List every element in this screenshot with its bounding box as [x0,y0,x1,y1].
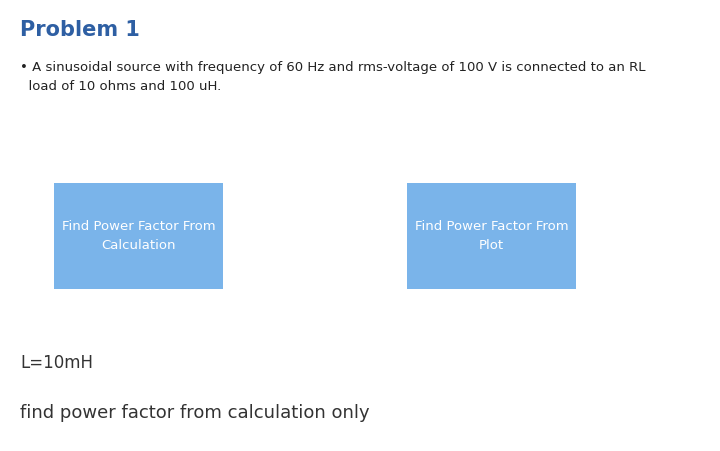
Text: • A sinusoidal source with frequency of 60 Hz and rms-voltage of 100 V is connec: • A sinusoidal source with frequency of … [20,61,646,93]
FancyBboxPatch shape [407,183,576,289]
Text: Problem 1: Problem 1 [20,20,140,40]
FancyBboxPatch shape [54,183,223,289]
Text: Find Power Factor From
Calculation: Find Power Factor From Calculation [62,220,215,252]
Text: find power factor from calculation only: find power factor from calculation only [20,404,370,422]
Text: Find Power Factor From
Plot: Find Power Factor From Plot [415,220,568,252]
Text: L=10mH: L=10mH [20,354,93,372]
